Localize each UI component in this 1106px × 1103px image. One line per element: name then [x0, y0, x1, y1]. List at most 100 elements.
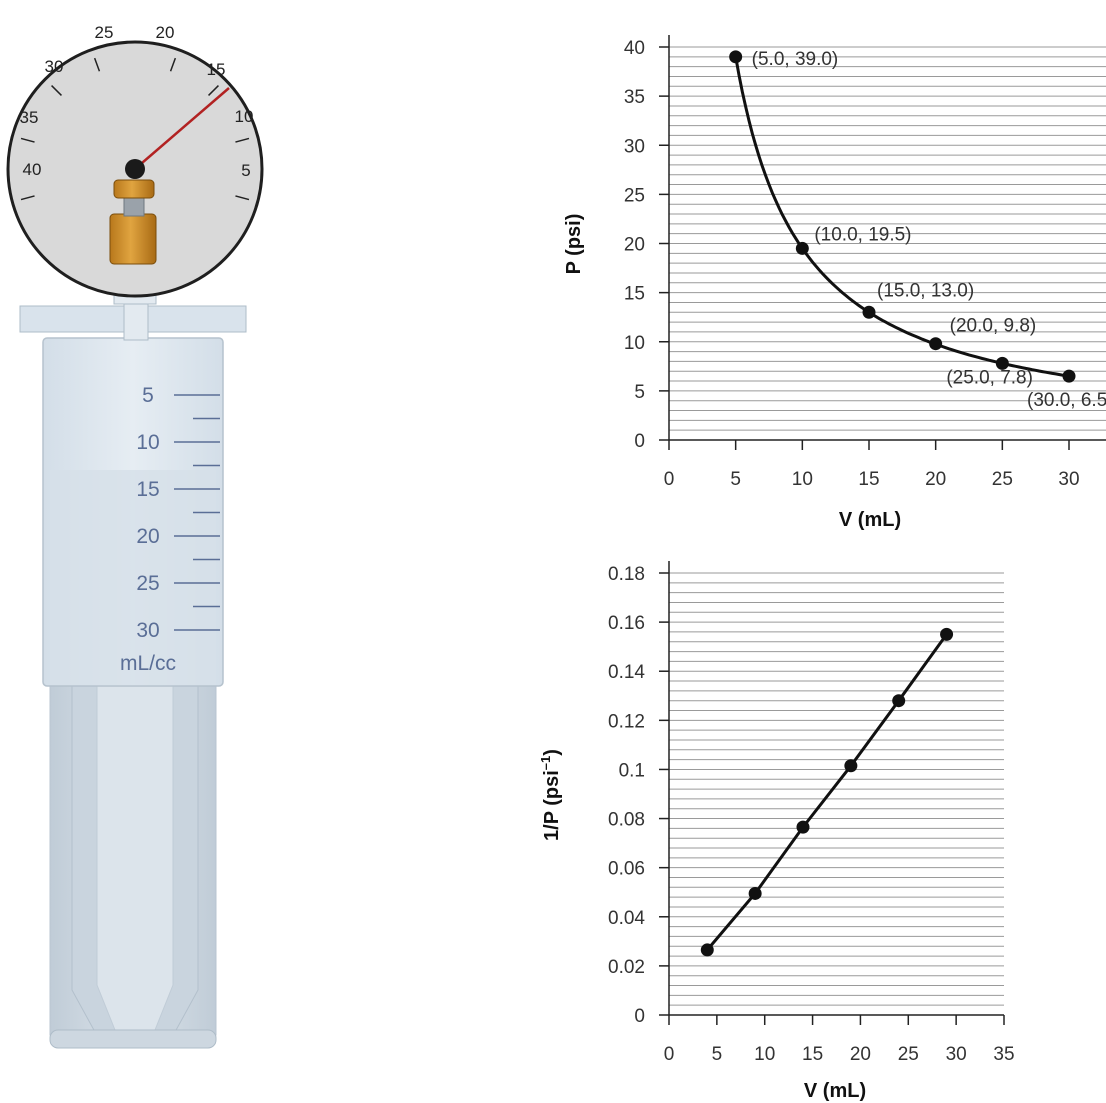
chart1-data-point: [1062, 369, 1076, 383]
chart1-y-tick-label: 5: [634, 382, 645, 403]
gauge-pivot: [125, 159, 145, 179]
chart1-y-tick-label: 40: [624, 38, 645, 59]
gauge-tick: [235, 137, 250, 143]
chart2-y-axis-title-close: ): [541, 749, 563, 756]
gauge-number: 25: [95, 23, 114, 42]
syringe-scale-number: 5: [142, 384, 154, 407]
gauge-number: 15: [207, 60, 226, 79]
chart1-x-tick-label: 5: [730, 469, 741, 490]
chart1-y-tick-label: 10: [624, 333, 645, 354]
chart2-y-tick-label: 0.12: [608, 711, 645, 732]
gauge-number: 5: [241, 161, 250, 180]
chart2-y-tick-label: 0.1: [619, 760, 645, 781]
syringe-unit-label: mL/cc: [120, 652, 176, 675]
gauge-tick: [20, 137, 35, 143]
gauge-fitting-nut: [113, 179, 155, 199]
gauge-number: 35: [20, 108, 39, 127]
chart2-y-tick-label: 0.04: [608, 908, 645, 929]
chart1-series-curve: [734, 56, 1070, 378]
chart1-x-tick-label: 0: [664, 469, 675, 490]
chart2-y-axis-title: 1/P (psi–1): [538, 749, 563, 841]
inverse-pressure-volume-chart: 0 5 10 15 20 25 30 35 00.020.040.060.080.10.120…: [538, 561, 1015, 1102]
chart2-y-tick-label: 0.16: [608, 613, 645, 634]
chart2-x-tick-label: 20: [850, 1044, 871, 1065]
chart2-axes: [659, 561, 1005, 1025]
chart2-data-point: [748, 886, 762, 900]
chart2-y-axis-title-sup: –1: [538, 756, 553, 770]
chart1-data-point: [862, 305, 876, 319]
chart1-y-tick-label: 15: [624, 284, 645, 305]
syringe-scale-number: 20: [136, 525, 159, 548]
chart1-x-tick-label: 10: [792, 469, 813, 490]
gauge-tick: [20, 195, 35, 201]
gauge-number: 40: [23, 160, 42, 179]
chart1-x-tick-labels: 0 5 10 15 20 25 30: [664, 469, 1080, 490]
chart2-y-tick-label: 0.08: [608, 810, 645, 831]
chart2-y-tick-label: 0: [634, 1006, 645, 1027]
chart2-y-axis-title-main: 1/P (psi: [541, 770, 563, 841]
chart1-point-label: (5.0, 39.0): [752, 49, 839, 70]
chart1-point-label: (20.0, 9.8): [950, 316, 1037, 337]
gauge-dial-ticks: [20, 57, 250, 201]
chart1-y-tick-label: 35: [624, 87, 645, 108]
chart1-data-point: [929, 337, 943, 351]
syringe-illustration: 5 10 15 20 25 30 mL/cc: [19, 291, 247, 1049]
syringe-scale-number: 25: [136, 572, 159, 595]
chart1-point-labels: (5.0, 39.0) (10.0, 19.5) (15.0, 13.0) (20.0…: [752, 49, 1106, 411]
gauge-fitting-body: [109, 213, 157, 265]
pressure-gauge: 25 20 30 15 35 10 40 5: [6, 23, 264, 298]
chart1-axes: [659, 35, 1106, 450]
syringe-scale-number: 10: [136, 431, 159, 454]
chart1-point-label: (30.0, 6.5): [1027, 390, 1106, 411]
chart2-data-point: [892, 694, 906, 708]
chart2-y-tick-label: 0.02: [608, 957, 645, 978]
syringe-scale-number: 15: [136, 478, 159, 501]
chart2-x-tick-label: 15: [802, 1044, 823, 1065]
chart1-y-tick-label: 30: [624, 136, 645, 157]
chart1-y-tick-label: 0: [634, 431, 645, 452]
chart2-y-tick-label: 0.18: [608, 564, 645, 585]
chart1-x-tick-label: 15: [858, 469, 879, 490]
chart2-data-point: [700, 943, 714, 957]
chart1-x-axis-title: V (mL): [839, 509, 901, 531]
syringe-scale: [174, 394, 220, 631]
chart2-x-tick-label: 35: [993, 1044, 1014, 1065]
pressure-volume-chart: 0 5 10 15 20 25 30 0 5 10 15 20 25 30 35 40 (5.0, 39.0…: [563, 35, 1106, 531]
gauge-tick: [51, 85, 62, 96]
gauge-tick: [169, 57, 177, 72]
chart1-y-axis-title: P (psi): [563, 214, 585, 275]
chart2-gridlines: [669, 572, 1004, 1006]
chart2-series-line: [706, 633, 948, 951]
chart2-data-point: [796, 820, 810, 834]
chart2-x-tick-label: 0: [664, 1044, 675, 1065]
chart1-data-point: [995, 356, 1009, 370]
chart1-y-tick-labels: 0 5 10 15 20 25 30 35 40: [624, 38, 645, 452]
chart2-points: [700, 627, 954, 957]
chart2-data-point: [844, 759, 858, 773]
chart1-points: [729, 50, 1076, 383]
chart2-data-point: [940, 627, 954, 641]
gauge-tick: [93, 57, 101, 72]
chart2-y-tick-labels: 0 0.02 0.04 0.06 0.08 0.1 0.12 0.14 0.16 0.18: [608, 564, 645, 1027]
gauge-tick: [208, 85, 219, 96]
gauge-number: 10: [235, 107, 254, 126]
chart2-y-tick-label: 0.14: [608, 662, 645, 683]
chart2-y-tick-label: 0.06: [608, 859, 645, 880]
chart2-x-axis-title: V (mL): [804, 1080, 866, 1102]
chart1-data-point: [729, 50, 743, 64]
chart2-x-tick-label: 25: [898, 1044, 919, 1065]
gauge-number: 20: [156, 23, 175, 42]
chart2-x-tick-labels: 0 5 10 15 20 25 30 35: [664, 1044, 1015, 1065]
chart1-point-label: (15.0, 13.0): [877, 280, 974, 301]
chart1-y-tick-label: 25: [624, 185, 645, 206]
chart2-x-tick-label: 10: [754, 1044, 775, 1065]
gauge-tick: [235, 195, 250, 201]
gauge-needle: [134, 87, 230, 170]
syringe-scale-number: 30: [136, 619, 159, 642]
chart1-x-tick-label: 30: [1058, 469, 1079, 490]
air-column: [50, 470, 216, 685]
plunger-rib: [96, 659, 174, 1031]
chart2-x-tick-label: 30: [946, 1044, 967, 1065]
gauge-fitting-neck: [123, 195, 145, 217]
